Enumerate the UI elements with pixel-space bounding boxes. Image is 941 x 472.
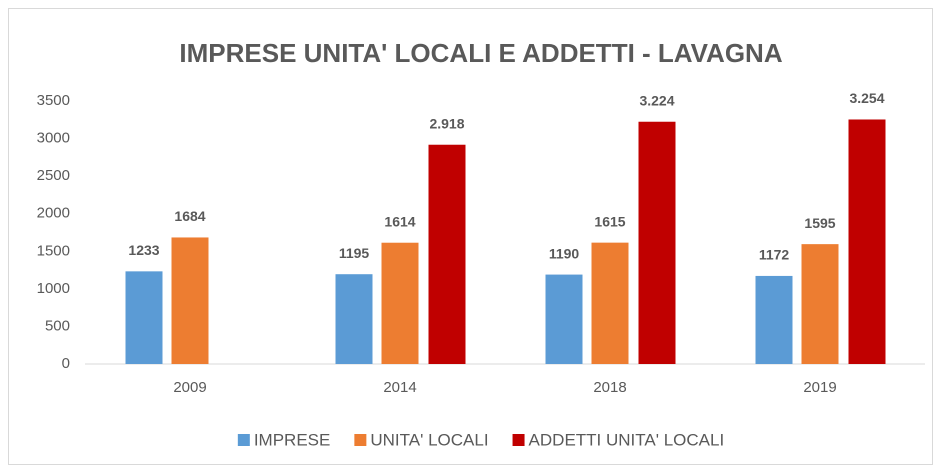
bar [638, 121, 676, 364]
x-tick-label: 2014 [383, 379, 416, 396]
value-label: 1172 [759, 247, 790, 263]
bar [125, 271, 163, 364]
x-tick-label: 2019 [803, 379, 836, 396]
legend-label: IMPRESE [254, 430, 331, 449]
value-label: 1195 [339, 245, 370, 261]
legend-swatch [512, 434, 525, 446]
bar [848, 119, 886, 365]
bar [428, 144, 466, 364]
bar [171, 237, 209, 364]
value-label: 2.918 [429, 115, 464, 131]
x-tick-label: 2018 [593, 379, 626, 396]
legend-label: UNITA' LOCALI [370, 430, 488, 449]
value-label: 1614 [384, 213, 415, 229]
bar [545, 274, 583, 364]
legend-swatch [237, 434, 250, 446]
chart-title: IMPRESE UNITA' LOCALI E ADDETTI - LAVAGN… [179, 38, 782, 68]
bar [335, 274, 373, 364]
value-label: 1190 [549, 245, 580, 261]
y-tick-label: 1500 [37, 242, 70, 259]
value-label: 1233 [128, 242, 159, 258]
y-tick-label: 500 [45, 317, 70, 334]
y-tick-label: 0 [62, 355, 70, 372]
bar [381, 242, 419, 364]
value-label: 3.224 [639, 92, 674, 108]
y-tick-label: 3500 [37, 92, 70, 109]
chart-border [8, 8, 933, 465]
legend-label: ADDETTI UNITA' LOCALI [529, 430, 725, 449]
bar [755, 275, 793, 364]
y-tick-label: 3000 [37, 130, 70, 147]
legend-swatch [354, 434, 367, 446]
y-tick-label: 1000 [37, 280, 70, 297]
bar [591, 242, 629, 364]
value-label: 1595 [804, 215, 835, 231]
y-tick-label: 2500 [37, 167, 70, 184]
x-tick-label: 2009 [173, 379, 206, 396]
value-label: 1684 [174, 208, 205, 224]
value-label: 3.254 [849, 90, 884, 106]
y-tick-label: 2000 [37, 205, 70, 222]
bar [801, 244, 839, 364]
value-label: 1615 [594, 213, 625, 229]
